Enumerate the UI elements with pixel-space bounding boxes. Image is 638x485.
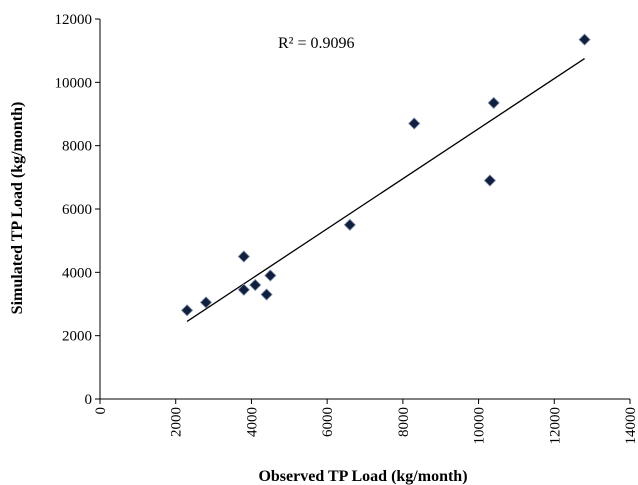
axes	[99, 19, 630, 400]
data-point	[343, 218, 356, 231]
data-point	[237, 250, 250, 263]
data-point	[181, 304, 194, 317]
data-points	[181, 33, 591, 317]
x-tick-label: 14000	[623, 407, 638, 445]
y-axis-ticks: 0 2000 4000 6000 8000 10000 12000	[55, 12, 100, 408]
y-tick-label: 8000	[62, 139, 92, 155]
x-tick-label: 6000	[320, 407, 336, 437]
trendline	[186, 58, 585, 322]
x-tick-label: 8000	[396, 407, 412, 437]
data-point	[260, 288, 273, 301]
data-point	[264, 269, 277, 282]
x-tick-label: 12000	[547, 407, 563, 445]
data-point	[578, 33, 591, 46]
x-tick-label: 10000	[472, 407, 488, 445]
y-tick-label: 10000	[55, 75, 93, 91]
y-tick-label: 0	[85, 392, 93, 408]
y-tick-label: 4000	[62, 265, 92, 281]
y-tick-label: 2000	[62, 329, 92, 345]
data-point	[483, 174, 496, 187]
y-tick-label: 12000	[55, 12, 93, 28]
y-tick-label: 6000	[62, 202, 92, 218]
data-point	[237, 283, 250, 296]
x-tick-label: 0	[93, 407, 109, 415]
data-point	[199, 296, 213, 309]
y-axis-title: Simulated TP Load (kg/month)	[9, 102, 26, 315]
data-point	[249, 278, 262, 292]
data-point	[487, 96, 500, 109]
x-tick-label: 2000	[169, 407, 185, 437]
r-squared-annotation: R² = 0.9096	[278, 35, 355, 52]
x-axis-title: Observed TP Load (kg/month)	[258, 468, 467, 485]
data-point	[408, 117, 421, 130]
x-axis-ticks: 0 2000 4000 6000 8000 10000 12000 14000	[93, 399, 638, 445]
x-tick-label: 4000	[244, 407, 260, 437]
